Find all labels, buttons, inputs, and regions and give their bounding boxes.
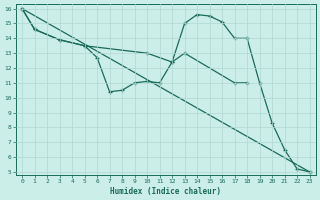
X-axis label: Humidex (Indice chaleur): Humidex (Indice chaleur)	[110, 187, 221, 196]
